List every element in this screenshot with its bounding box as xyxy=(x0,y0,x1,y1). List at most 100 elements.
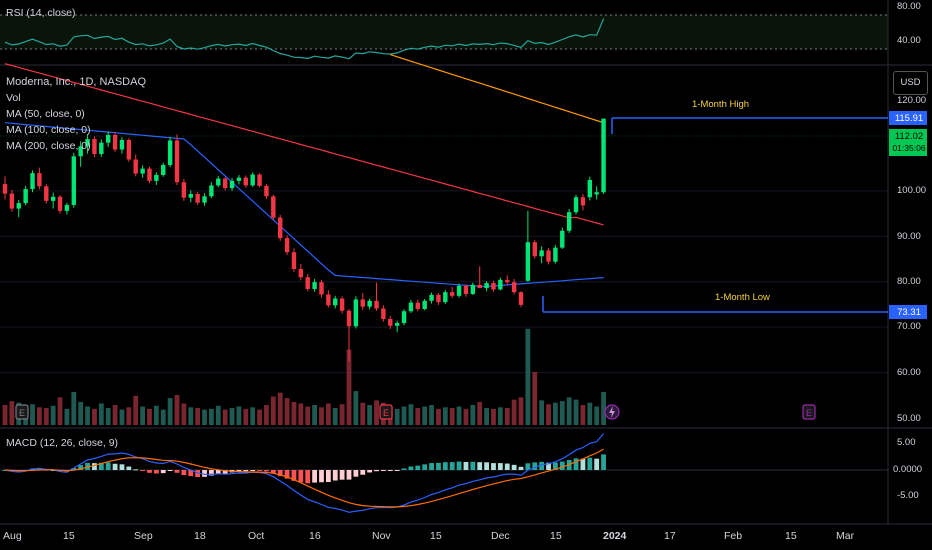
volume-bar xyxy=(429,405,434,425)
macd-histogram-bar xyxy=(105,462,111,470)
candle xyxy=(470,282,476,295)
time-axis-16: 16 xyxy=(309,530,321,542)
volume-bar xyxy=(491,408,496,425)
macd-histogram-bar xyxy=(339,470,345,480)
candle xyxy=(360,293,365,310)
candle xyxy=(161,162,166,177)
macd-histogram-bar xyxy=(415,465,421,470)
volume-bar xyxy=(30,404,35,425)
macd-histogram-bar xyxy=(484,462,489,470)
macd-histogram-bar xyxy=(71,468,77,470)
earnings-marker[interactable]: E xyxy=(379,404,393,420)
one-month-high-label[interactable]: 1-Month High xyxy=(692,99,750,110)
currency-button[interactable]: USD xyxy=(893,71,928,95)
macd-histogram-bar xyxy=(277,470,283,477)
indicator-ma200[interactable]: MA (200, close, 0) xyxy=(6,140,91,152)
volume-bar xyxy=(153,405,159,425)
candle xyxy=(44,184,49,204)
one-month-low-annotation[interactable] xyxy=(542,296,888,313)
macd-histogram-bar xyxy=(37,468,42,470)
candle xyxy=(463,284,469,297)
macd-histogram-bar xyxy=(401,468,407,470)
volume-bar xyxy=(98,403,104,425)
macd-histogram-bar xyxy=(449,462,455,470)
earnings-marker[interactable]: E xyxy=(802,404,816,420)
candle xyxy=(374,282,379,311)
candle xyxy=(30,170,35,193)
one-month-high-annotation[interactable] xyxy=(611,117,888,134)
volume-bar xyxy=(92,408,97,425)
candle xyxy=(456,283,462,298)
volume-bar xyxy=(553,402,558,425)
macd-histogram-bar xyxy=(174,470,180,473)
candle xyxy=(484,281,489,292)
indicator-ma100[interactable]: MA (100, close, 0) xyxy=(6,124,91,136)
high-price-tag xyxy=(889,111,927,125)
volume-bar xyxy=(484,408,489,425)
macd-histogram-bar xyxy=(126,466,132,470)
volume-bar xyxy=(415,408,421,425)
macd-histogram-bar xyxy=(298,470,304,483)
time-axis-aug: Aug xyxy=(3,530,22,542)
volume-bar xyxy=(449,408,455,425)
macd-histogram-bar xyxy=(147,470,152,473)
volume-bar xyxy=(147,408,152,425)
symbol-title[interactable]: Moderna, Inc., 1D, NASDAQ xyxy=(6,76,146,88)
volume-bar xyxy=(277,392,283,425)
volume-bar xyxy=(291,401,297,425)
candle xyxy=(222,177,228,191)
ma100-line xyxy=(4,63,604,226)
indicator-vol[interactable]: Vol xyxy=(6,92,21,104)
one-month-low-label[interactable]: 1-Month Low xyxy=(715,292,770,303)
volume-bar xyxy=(236,406,242,425)
volume-bar xyxy=(284,398,290,425)
candle xyxy=(388,315,393,329)
indicator-ma50[interactable]: MA (50, close, 0) xyxy=(6,108,85,120)
volume-bar xyxy=(470,405,476,425)
macd-label[interactable]: MACD (12, 26, close, 9) xyxy=(6,437,119,449)
rsi-line xyxy=(4,18,605,60)
volume-bar xyxy=(374,400,379,425)
time-axis-oct: Oct xyxy=(248,530,265,542)
candle xyxy=(243,175,248,188)
earnings-marker[interactable] xyxy=(604,404,620,420)
signal-line xyxy=(4,448,604,508)
macd-histogram-bar xyxy=(559,461,565,470)
candle xyxy=(9,189,15,212)
macd-histogram-bar xyxy=(573,458,579,470)
volume-bar xyxy=(587,402,593,425)
macd-histogram-bar xyxy=(112,463,118,470)
volume-bar xyxy=(401,406,407,425)
svg-text:E: E xyxy=(806,408,812,418)
ma50-line xyxy=(4,122,604,288)
candle xyxy=(147,166,152,184)
volume-bar xyxy=(215,405,221,425)
macd-histogram-bar xyxy=(236,470,242,472)
ma200-line xyxy=(390,54,604,124)
macd-line xyxy=(4,433,605,513)
volume-bar xyxy=(305,406,311,425)
macd-histogram-bar xyxy=(497,463,503,470)
candle xyxy=(284,235,290,255)
time-axis-feb: Feb xyxy=(724,530,743,542)
macd-histogram-bar xyxy=(140,470,145,471)
volume-bar xyxy=(573,399,579,425)
price-scale-100: 100.00 xyxy=(897,185,927,196)
macd-histogram-bar xyxy=(153,470,159,474)
candle xyxy=(381,305,386,322)
macd-histogram-bar xyxy=(243,470,249,472)
macd-histogram-bar xyxy=(580,458,586,470)
earnings-marker[interactable]: E xyxy=(15,404,29,420)
macd-histogram-bar xyxy=(284,470,290,479)
time-axis-15b: 15 xyxy=(430,530,442,542)
candle xyxy=(505,275,510,286)
candle xyxy=(278,214,283,241)
volume-bar xyxy=(346,349,352,425)
volume-bar xyxy=(133,395,139,425)
volume-bar xyxy=(37,407,42,425)
volume-bar xyxy=(518,397,524,425)
volume-bar xyxy=(174,395,180,425)
candle xyxy=(560,227,565,250)
candle xyxy=(553,244,558,264)
